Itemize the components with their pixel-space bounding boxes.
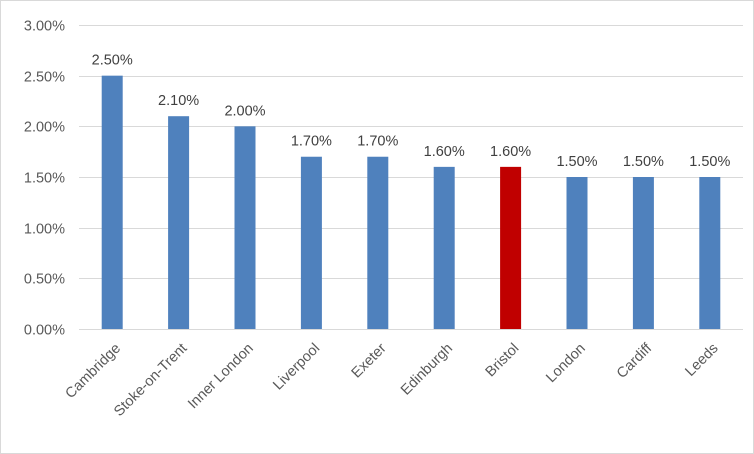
y-tick-label: 3.00% xyxy=(24,19,65,35)
data-label: 1.50% xyxy=(623,154,664,170)
x-tick-label: Leeds xyxy=(682,341,721,380)
x-tick-label: Inner London xyxy=(185,341,257,413)
data-label: 1.60% xyxy=(490,144,531,160)
bar-cardiff xyxy=(632,177,654,329)
bar-liverpool xyxy=(300,156,322,329)
x-tick-label: Exeter xyxy=(349,340,390,381)
bar-leeds xyxy=(699,177,721,329)
x-tick-label: Cambridge xyxy=(63,341,124,402)
data-label: 2.00% xyxy=(224,103,265,119)
bar-london xyxy=(566,177,588,329)
y-tick-label: 2.00% xyxy=(24,120,65,136)
bar-edinburgh xyxy=(433,166,455,329)
x-tick-label: Edinburgh xyxy=(398,341,456,399)
x-tick-label: Liverpool xyxy=(270,341,323,394)
data-label: 2.10% xyxy=(158,93,199,109)
bar-stoke-on-trent xyxy=(168,116,190,329)
data-label: 1.60% xyxy=(424,144,465,160)
x-tick-label: Bristol xyxy=(483,341,523,381)
data-label: 1.50% xyxy=(556,154,597,170)
bars xyxy=(101,75,721,330)
data-label: 1.50% xyxy=(689,154,730,170)
bar-exeter xyxy=(367,156,389,329)
y-tick-label: 2.50% xyxy=(24,70,65,86)
x-tick-label: Cardiff xyxy=(614,340,656,382)
bar-bristol xyxy=(500,166,522,329)
data-label: 1.70% xyxy=(291,134,332,150)
data-label: 1.70% xyxy=(357,134,398,150)
y-tick-label: 1.00% xyxy=(24,222,65,238)
y-tick-label: 0.00% xyxy=(24,323,65,339)
x-tick-label: London xyxy=(543,341,589,387)
bar-inner-london xyxy=(234,126,256,329)
data-labels: 2.50% 2.10% 2.00% 1.70% 1.70% 1.60% 1.60% 1.50%… xyxy=(92,53,731,170)
y-tick-label: 1.50% xyxy=(24,171,65,187)
bar-cambridge xyxy=(101,75,123,330)
y-axis-ticks: 0.00% 0.50% 1.00% 1.50% 2.00% 2.50% 3.00% xyxy=(24,19,65,339)
y-tick-label: 0.50% xyxy=(24,272,65,288)
gridlines xyxy=(79,25,743,330)
data-label: 2.50% xyxy=(92,53,133,69)
